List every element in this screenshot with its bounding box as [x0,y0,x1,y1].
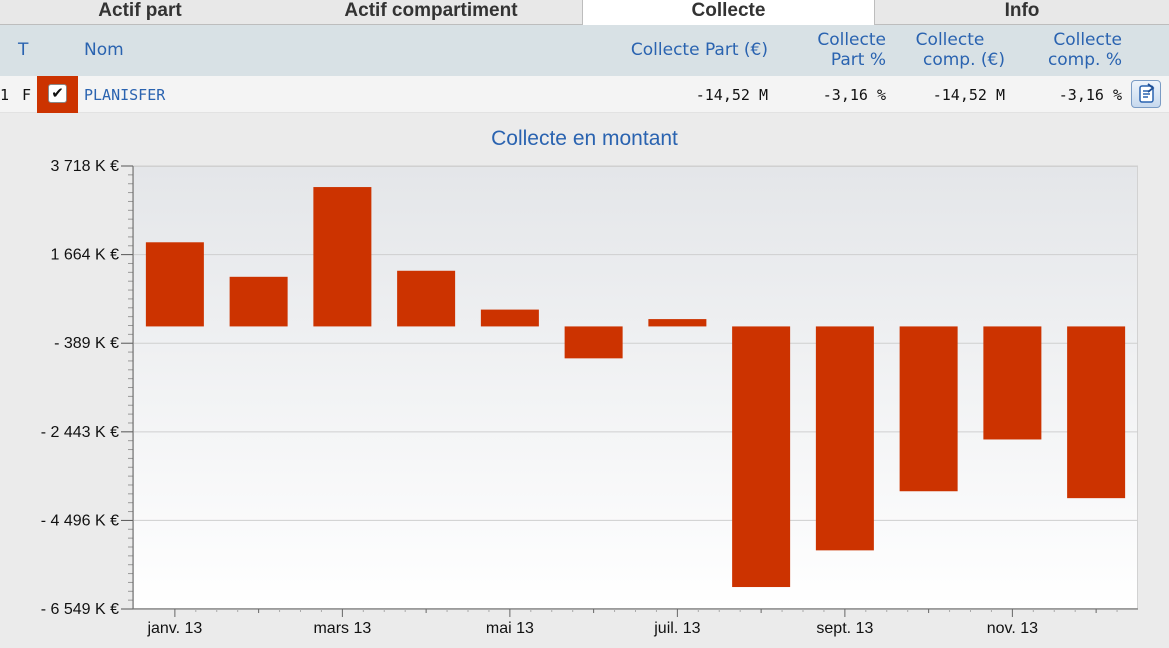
column-header-collecte-comp-pct[interactable]: Collecte comp. % [1020,30,1122,70]
x-tick-label: sept. 13 [816,620,873,637]
column-header-collecte-part-pct-line1: Collecte [817,30,886,50]
bar-5 [480,309,539,327]
bar-4 [397,270,456,327]
column-header-collecte-part-pct[interactable]: Collecte Part % [780,30,886,70]
column-header-collecte-comp-line1: Collecte [915,30,985,50]
export-button[interactable] [1131,80,1161,108]
column-header-collecte-part-pct-line2: Part % [830,50,886,70]
cell-collecte-comp: -14,52 M [932,86,1005,104]
cell-collecte-part: -14,52 M [695,86,768,104]
table-row[interactable]: 1 F ✔ PLANISFER -14,52 M -3,16 % -14,52 … [0,76,1169,113]
cell-collecte-part-pct: -3,16 % [822,86,886,104]
column-header-nom[interactable]: Nom [84,40,124,60]
bar-8 [732,326,791,588]
bar-2 [229,276,288,327]
bar-11 [983,326,1042,440]
table-header: T Nom Collecte Part (€) Collecte Part % … [0,25,1169,76]
cell-collecte-comp-pct: -3,16 % [1058,86,1122,104]
column-header-collecte-comp-line2: comp. (€) [923,50,1005,70]
tab-actif-part[interactable]: Actif part [98,0,182,21]
row-type: F [22,86,32,104]
y-tick-label: - 4 496 K € [41,512,119,529]
y-tick-label: 3 718 K € [51,158,120,175]
tab-actif-compartiment[interactable]: Actif compartiment [344,0,518,21]
x-tick-label: nov. 13 [987,620,1038,637]
bar-6 [564,326,623,359]
column-header-collecte-comp-pct-line1: Collecte [1053,30,1122,50]
fund-name-link[interactable]: PLANISFER [84,86,166,104]
column-header-type[interactable]: T [18,40,29,60]
row-checkbox[interactable]: ✔ [48,84,67,103]
bar-12 [1067,326,1126,499]
x-tick-label: juil. 13 [653,620,700,637]
y-tick-label: 1 664 K € [51,247,120,264]
bar-7 [648,319,707,327]
bar-10 [899,326,958,492]
chart-title: Collecte en montant [491,127,678,150]
export-icon [1139,83,1155,103]
column-header-collecte-comp[interactable]: Collecte comp. (€) [895,30,1005,70]
y-tick-label: - 2 443 K € [41,424,119,441]
tab-bar: Actif part Actif compartiment Collecte I… [0,0,1169,26]
column-header-collecte-part[interactable]: Collecte Part (€) [630,40,768,60]
row-index: 1 [0,86,10,104]
tab-info[interactable]: Info [1004,0,1040,21]
y-tick-label: - 389 K € [54,335,119,352]
chart-plot-area [133,166,1138,609]
x-tick-label: mai 13 [486,620,534,637]
y-tick-label: - 6 549 K € [41,601,119,618]
bar-1 [145,242,204,327]
tab-collecte[interactable]: Collecte [582,0,875,26]
selection-cell: ✔ [37,76,78,113]
x-tick-label: janv. 13 [146,620,202,637]
bar-9 [815,326,874,551]
column-header-collecte-comp-pct-line2: comp. % [1047,50,1122,70]
x-tick-label: mars 13 [313,620,371,637]
bar-3 [313,187,372,327]
